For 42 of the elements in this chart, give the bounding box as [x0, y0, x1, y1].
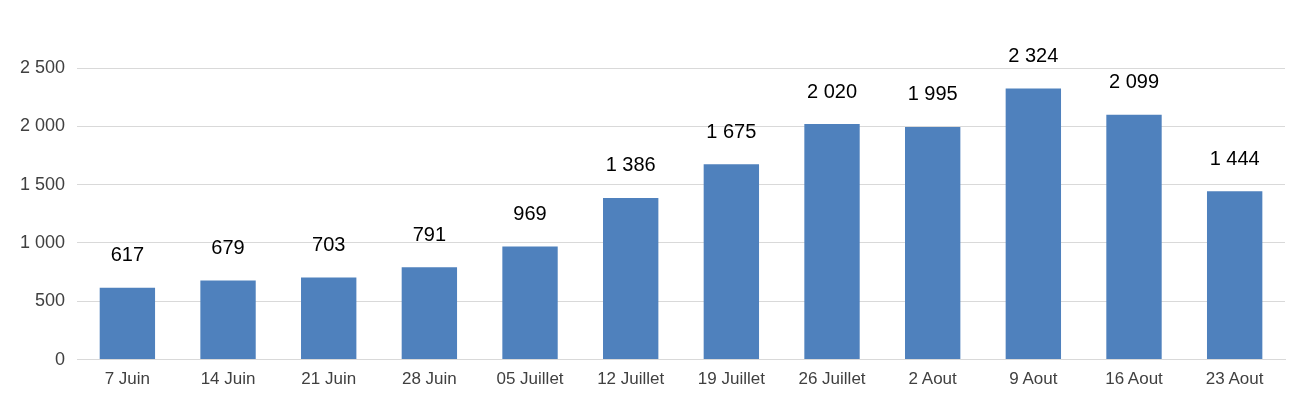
x-tick-label: 23 Aout: [1205, 369, 1264, 389]
x-tick-label: 26 Juillet: [798, 369, 866, 389]
y-tick-label: 500: [35, 290, 66, 311]
bar: [99, 287, 156, 360]
bar: [905, 126, 961, 360]
data-label: 2 099: [1108, 70, 1160, 93]
y-tick-label: 1 000: [20, 231, 66, 252]
x-tick-label: 9 Aout: [1009, 369, 1058, 389]
x-tick-label: 28 Juin: [401, 369, 457, 389]
data-label: 2 324: [1008, 44, 1059, 67]
x-tick-label: 12 Juillet: [597, 369, 665, 389]
data-label: 1 386: [605, 153, 656, 176]
x-tick-label: 19 Juillet: [697, 369, 766, 389]
x-tick-label: 21 Juin: [301, 369, 357, 389]
bar: [703, 164, 760, 360]
y-tick-label: 1 500: [20, 173, 66, 194]
bar: [1206, 191, 1263, 360]
x-tick-label: 7 Juin: [104, 369, 151, 389]
data-label: 617: [110, 243, 145, 266]
bar: [301, 277, 357, 360]
bar: [502, 246, 558, 360]
x-tick-label: 2 Aout: [908, 369, 958, 389]
bar: [401, 267, 458, 360]
bar: [804, 123, 860, 360]
bar: [200, 280, 256, 360]
data-label: 679: [211, 235, 245, 258]
data-label: 703: [312, 233, 346, 256]
data-label: 1 444: [1209, 146, 1260, 169]
y-tick-label: 2 000: [20, 115, 66, 136]
data-label: 1 675: [706, 119, 757, 142]
data-label: 969: [513, 202, 547, 225]
y-tick-label: 0: [55, 348, 66, 369]
data-label: 791: [412, 222, 447, 245]
bar: [1005, 88, 1062, 360]
data-label: 1 995: [907, 82, 958, 105]
x-tick-label: 16 Aout: [1105, 369, 1164, 389]
x-tick-label: 14 Juin: [200, 369, 256, 389]
data-label: 2 020: [806, 79, 858, 102]
y-tick-label: 2 500: [20, 56, 66, 77]
x-tick-label: 05 Juillet: [496, 369, 564, 389]
bar: [603, 197, 659, 360]
bar: [1106, 114, 1162, 360]
